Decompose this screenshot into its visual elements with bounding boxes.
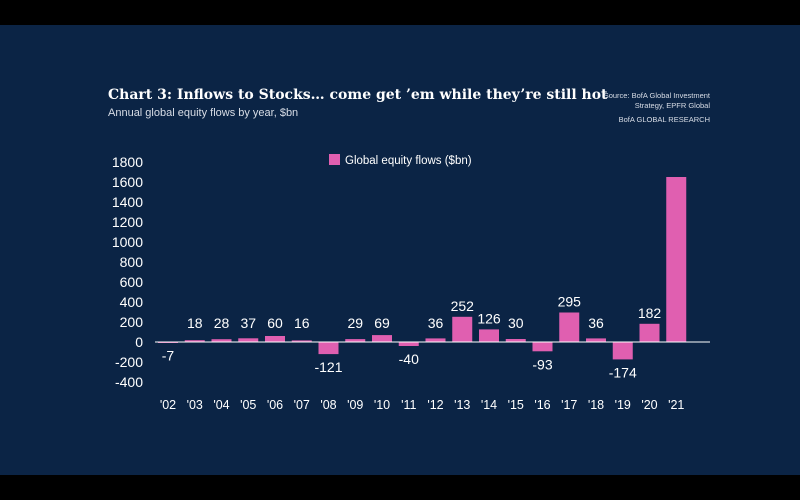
x-tick-label: '16 (534, 398, 550, 412)
x-tick-label: '07 (294, 398, 310, 412)
x-tick-label: '05 (240, 398, 256, 412)
bar-'17 (559, 312, 580, 342)
chart-slide: Chart 3: Inflows to Stocks… come get ’em… (0, 25, 800, 475)
data-label: 60 (267, 315, 283, 331)
bar-'06 (265, 336, 285, 342)
y-tick-label: 0 (135, 334, 143, 350)
x-tick-label: '19 (615, 398, 631, 412)
data-label: 37 (240, 315, 256, 331)
bar-'18 (586, 338, 606, 342)
bar-'14 (479, 329, 499, 342)
data-label: 36 (428, 315, 444, 331)
bar-'11 (398, 342, 419, 346)
x-tick-label: '06 (267, 398, 283, 412)
bar-chart: 1800 1600 1400 1200 1000 800 600 400 200 0 -200 -40… (112, 154, 710, 412)
data-label: -93 (532, 356, 552, 372)
y-tick-label: 1800 (112, 154, 143, 170)
bar-'21 (666, 177, 687, 342)
bar-'16 (532, 342, 553, 352)
data-label: -121 (314, 359, 342, 375)
x-tick-label: '17 (561, 398, 577, 412)
source-line-2: Strategy, EPFR Global (634, 101, 710, 110)
data-label: 28 (214, 315, 230, 331)
bar-'13 (452, 316, 473, 342)
data-label: -174 (609, 364, 637, 380)
x-tick-label: '09 (347, 398, 363, 412)
y-tick-label: 1400 (112, 194, 143, 210)
chart-subtitle: Annual global equity flows by year, $bn (108, 107, 299, 119)
data-label: 126 (477, 310, 501, 326)
x-tick-label: '21 (668, 398, 684, 412)
legend-swatch (329, 154, 340, 165)
bar-'19 (612, 342, 633, 360)
data-label: 18 (187, 315, 203, 331)
y-tick-label: 600 (120, 274, 144, 290)
data-label: 69 (374, 315, 390, 331)
x-tick-label: '15 (508, 398, 524, 412)
x-tick-label: '02 (160, 398, 176, 412)
x-tick-label: '14 (481, 398, 497, 412)
x-tick-label: '20 (641, 398, 657, 412)
bar-'09 (345, 339, 366, 342)
source-line-1: Source: BofA Global Investment (603, 91, 710, 100)
data-label: 182 (638, 305, 662, 321)
data-label: 16 (294, 315, 310, 331)
y-tick-label: 400 (120, 294, 144, 310)
x-tick-label: '10 (374, 398, 390, 412)
data-label: 30 (508, 315, 524, 331)
y-tick-label: 1200 (112, 214, 143, 230)
bar-'10 (372, 335, 392, 342)
y-tick-label: -400 (115, 374, 143, 390)
data-label: 36 (588, 315, 604, 331)
chart-title: Chart 3: Inflows to Stocks… come get ’em… (108, 87, 608, 103)
x-tick-label: '12 (427, 398, 443, 412)
bar-'03 (184, 340, 205, 342)
y-tick-label: 200 (120, 314, 144, 330)
source-line-3: BofA GLOBAL RESEARCH (618, 115, 710, 124)
data-label: -7 (162, 348, 175, 364)
bar-'12 (425, 338, 446, 342)
bar-'04 (211, 339, 232, 342)
x-tick-label: '04 (213, 398, 229, 412)
bar-'15 (505, 339, 526, 342)
x-tick-label: '18 (588, 398, 604, 412)
data-label: 295 (558, 294, 582, 310)
x-tick-label: '11 (401, 398, 416, 412)
data-label: -40 (399, 351, 419, 367)
data-label: 29 (347, 315, 363, 331)
y-tick-label: 1000 (112, 234, 143, 250)
y-tick-label: 1600 (112, 174, 143, 190)
data-label: 252 (451, 298, 475, 314)
y-tick-label: 800 (120, 254, 144, 270)
x-tick-label: '13 (454, 398, 470, 412)
x-tick-label: '08 (320, 398, 336, 412)
bar-'07 (291, 340, 312, 342)
legend-label: Global equity flows ($bn) (345, 155, 472, 167)
bar-'08 (318, 342, 339, 355)
bar-'20 (639, 323, 660, 342)
bar-'05 (238, 338, 259, 342)
x-tick-label: '03 (187, 398, 203, 412)
y-tick-label: -200 (115, 354, 143, 370)
